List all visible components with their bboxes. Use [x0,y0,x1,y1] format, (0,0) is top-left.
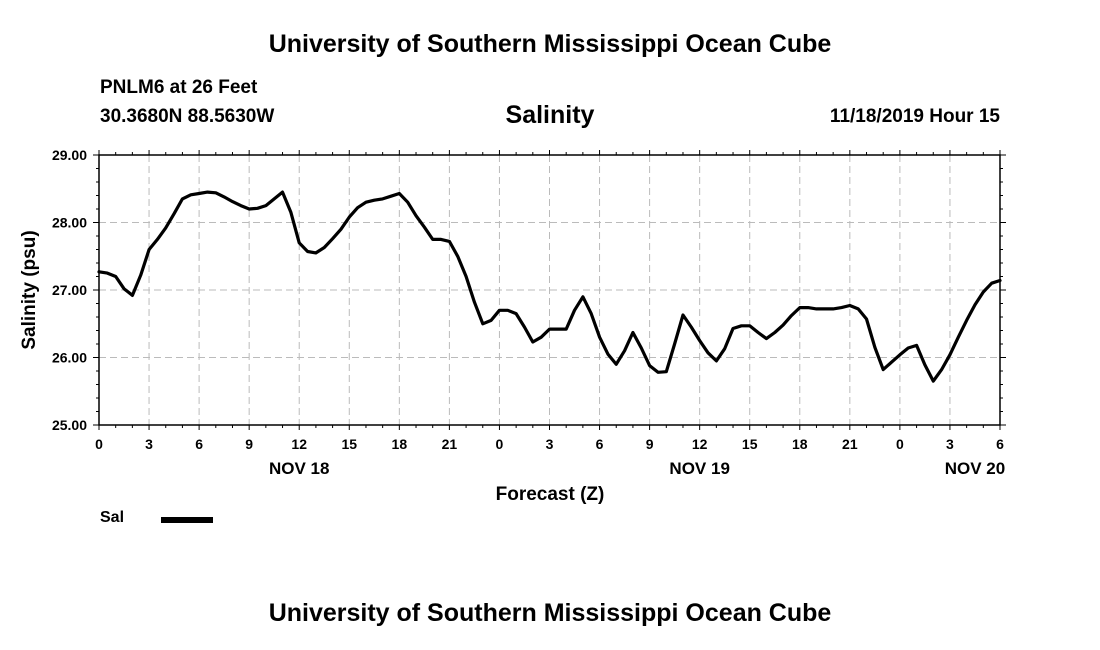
x-tick-label: 18 [392,436,408,452]
org-title-bottom: University of Southern Mississippi Ocean… [268,599,832,627]
y-axis-label: Salinity (psu) [19,230,40,349]
x-tick-label: 6 [195,436,203,452]
date-label: NOV 20 [945,459,1005,478]
x-tick-label: 18 [792,436,808,452]
x-tick-label: 3 [946,436,954,452]
chart-title: Salinity [505,101,595,129]
x-tick-label: 9 [646,436,654,452]
x-tick-label: 3 [546,436,554,452]
axis-tick-labels: 0 3 6 9 12 15 18 21 0 3 6 9 12 15 18 21 0 3 6 25.00 26.00 27.… [52,147,1005,478]
x-tick-label: 0 [95,436,103,452]
x-tick-label: 6 [996,436,1004,452]
x-tick-label: 21 [842,436,858,452]
org-title-top: University of Southern Mississippi Ocean… [268,30,832,58]
station-name: PNLM6 at 26 Feet [100,77,258,98]
x-axis-label: Forecast (Z) [496,484,605,505]
x-tick-label: 0 [896,436,904,452]
y-tick-label: 29.00 [52,147,87,163]
axis-ticks [93,150,1006,430]
y-tick-label: 28.00 [52,215,87,231]
x-tick-label: 6 [596,436,604,452]
y-tick-label: 27.00 [52,282,87,298]
grid-lines [99,155,1000,425]
x-tick-label: 15 [341,436,357,452]
date-label: NOV 18 [269,459,329,478]
legend-label: Sal [100,509,125,526]
y-tick-label: 26.00 [52,350,87,366]
x-tick-label: 12 [692,436,708,452]
x-tick-label: 21 [442,436,458,452]
x-tick-label: 15 [742,436,758,452]
x-tick-label: 0 [496,436,504,452]
x-tick-label: 12 [291,436,307,452]
date-label: NOV 19 [669,459,729,478]
x-tick-label: 3 [145,436,153,452]
x-tick-label: 9 [245,436,253,452]
station-coordinates: 30.3680N 88.5630W [100,106,275,127]
y-tick-label: 25.00 [52,417,87,433]
series-line-sal [97,190,1002,383]
forecast-datetime: 11/18/2019 Hour 15 [829,106,1000,127]
legend-swatch [161,517,213,523]
